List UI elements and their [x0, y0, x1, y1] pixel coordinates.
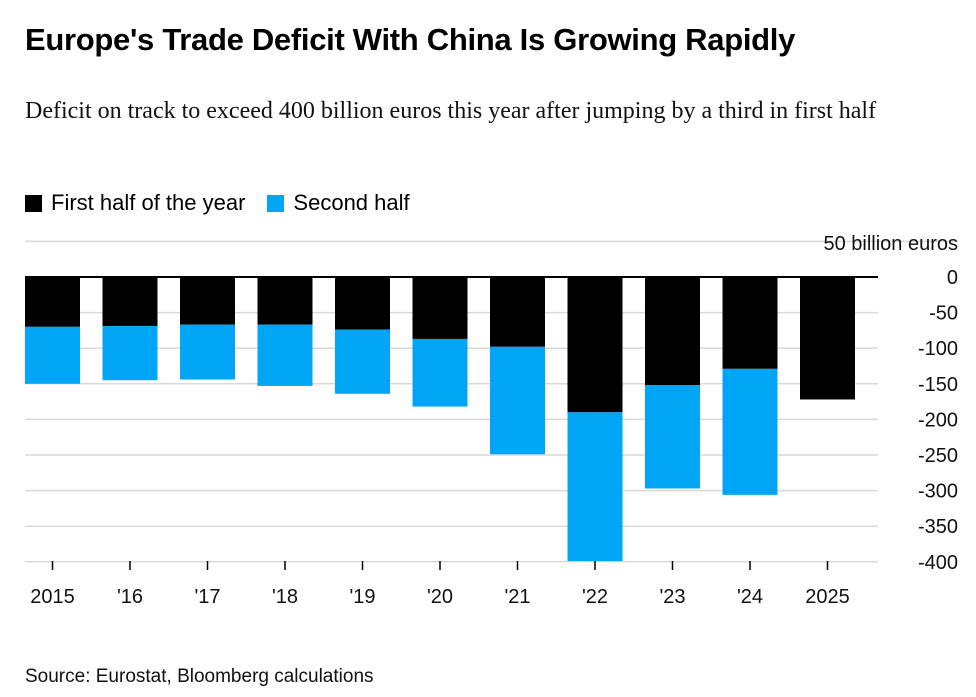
y-tick-label: -200 — [918, 409, 958, 431]
bar-second-half — [567, 412, 623, 562]
y-tick-label: 0 — [947, 267, 958, 289]
x-tick-label: '24 — [737, 586, 763, 608]
bar-second-half — [180, 324, 235, 380]
x-tick-label: '22 — [582, 586, 608, 608]
x-tick-label: '21 — [504, 586, 530, 608]
y-tick-label: -150 — [918, 374, 958, 396]
bar-first-half — [25, 277, 80, 327]
legend-item-second-half: Second half — [267, 190, 410, 216]
y-tick-label: -400 — [918, 552, 958, 574]
x-tick-label: '16 — [117, 586, 143, 608]
bar-second-half — [257, 324, 313, 386]
legend-label-first-half: First half of the year — [51, 190, 246, 215]
x-tick-label: '18 — [272, 586, 298, 608]
x-tick-label: '23 — [659, 586, 685, 608]
bar-first-half — [800, 277, 855, 400]
bar-first-half — [567, 277, 623, 413]
bar-first-half — [335, 277, 390, 330]
bar-second-half — [645, 385, 700, 489]
bar-first-half — [645, 277, 700, 386]
bar-first-half — [102, 277, 158, 327]
x-tick-label: '20 — [427, 586, 453, 608]
y-tick-label: -50 — [929, 303, 958, 325]
x-tick-label: 2015 — [30, 586, 75, 608]
bar-first-half — [412, 277, 468, 339]
x-tick-label: '19 — [349, 586, 375, 608]
bars — [25, 277, 855, 562]
chart-title: Europe's Trade Deficit With China Is Gro… — [25, 22, 796, 57]
legend-label-second-half: Second half — [293, 190, 410, 215]
bar-second-half — [102, 326, 158, 381]
bar-second-half — [490, 346, 545, 455]
x-tick-label: 2025 — [805, 586, 850, 608]
y-tick-label: -300 — [918, 481, 958, 503]
legend-item-first-half: First half of the year — [25, 190, 245, 216]
y-tick-label: -250 — [918, 445, 958, 467]
bar-first-half — [257, 277, 313, 325]
legend-swatch-first-half — [25, 194, 42, 212]
bar-first-half — [180, 277, 235, 325]
bar-first-half — [490, 277, 545, 347]
chart-subtitle: Deficit on track to exceed 400 billion e… — [25, 98, 877, 124]
legend: First half of the year Second half — [25, 190, 432, 216]
y-tick-label: -350 — [918, 516, 958, 538]
bar-second-half — [412, 338, 468, 407]
bar-second-half — [335, 329, 390, 394]
x-tick-label: '17 — [194, 586, 220, 608]
bar-first-half — [722, 277, 778, 369]
bar-second-half — [722, 368, 778, 495]
y-tick-label: -100 — [918, 338, 958, 360]
bar-second-half — [25, 326, 80, 384]
y-axis-ticks: 0 -50 -100 -150 -200 -250 -300 -350 -400 — [918, 267, 958, 574]
y-axis-unit-label: 50 billion euros — [823, 233, 958, 255]
legend-swatch-second-half — [267, 194, 285, 212]
source-note: Source: Eurostat, Bloomberg calculations — [25, 666, 374, 687]
x-axis-ticks: 2015 '16 '17 '18 '19 '20 '21 '22 '23 '24 2025 — [30, 561, 850, 608]
